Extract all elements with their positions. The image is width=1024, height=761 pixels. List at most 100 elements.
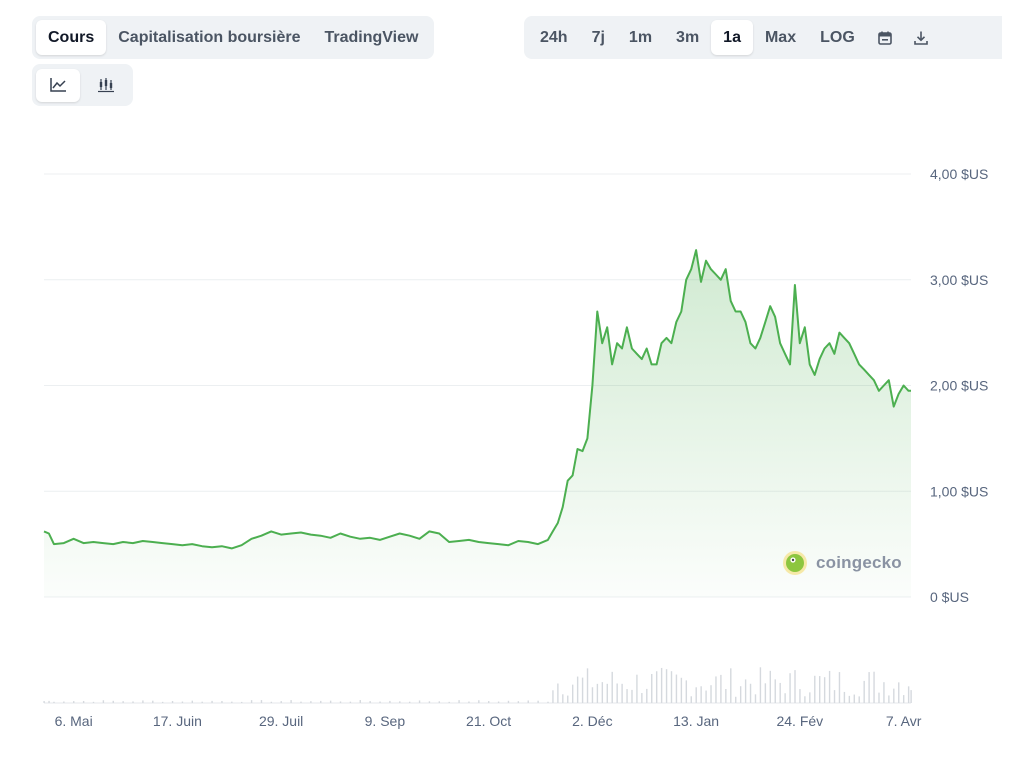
- volume-bar: [389, 700, 391, 703]
- volume-bar: [725, 688, 727, 703]
- volume-bar: [517, 701, 520, 703]
- volume-bar: [448, 701, 450, 703]
- volume-bar: [399, 701, 401, 703]
- volume-bar: [418, 700, 421, 703]
- volume-bar: [438, 701, 441, 703]
- volume-bar: [221, 701, 223, 703]
- volume-bar: [527, 700, 529, 703]
- volume-bar: [898, 682, 900, 703]
- volume-bar: [660, 667, 663, 703]
- tab-price[interactable]: Cours: [36, 20, 107, 55]
- volume-bar: [710, 685, 712, 703]
- x-tick-label: 7. Avr: [886, 713, 922, 729]
- volume-bar: [82, 700, 85, 703]
- volume-bar: [181, 701, 184, 703]
- volume-bar: [651, 674, 653, 703]
- volume-bar: [646, 688, 648, 703]
- volume-bar: [809, 692, 811, 703]
- volume-bar: [586, 668, 589, 703]
- x-tick-label: 2. Déc: [572, 713, 612, 729]
- volume-bar: [581, 677, 584, 703]
- volume-bar: [799, 689, 801, 703]
- volume-bar: [428, 701, 431, 703]
- volume-bar: [685, 680, 688, 703]
- volume-bar: [310, 701, 312, 703]
- volume-bar: [735, 696, 737, 703]
- tab-market-cap[interactable]: Capitalisation boursière: [118, 29, 301, 46]
- candlestick-chart-button[interactable]: [84, 69, 128, 102]
- volume-bar: [621, 683, 623, 703]
- volume-bar: [700, 686, 702, 703]
- download-button[interactable]: [903, 20, 939, 55]
- volume-bar: [814, 675, 816, 703]
- volume-bar: [774, 679, 776, 703]
- x-tick-label: 6. Mai: [55, 713, 93, 729]
- line-chart-button[interactable]: [36, 68, 80, 102]
- line-chart-icon: [50, 78, 66, 92]
- volume-bar: [102, 700, 105, 703]
- calendar-button[interactable]: [867, 20, 903, 55]
- volume-bar: [596, 683, 599, 703]
- range-selector: 24h 7j 1m 3m 1a Max LOG: [524, 16, 1002, 59]
- volume-bar: [537, 700, 539, 703]
- range-1y-button[interactable]: 1a: [711, 20, 753, 55]
- volume-bar: [789, 673, 791, 703]
- volume-bar: [557, 683, 559, 703]
- volume-bar: [329, 700, 332, 703]
- tab-tradingview[interactable]: TradingView: [324, 29, 419, 46]
- volume-bar: [112, 700, 114, 703]
- volume-bar: [92, 701, 95, 703]
- volume-bar: [349, 701, 352, 703]
- volume-bar: [893, 688, 895, 703]
- range-7d-button[interactable]: 7j: [591, 29, 605, 46]
- volume-bar: [833, 690, 836, 703]
- volume-bar: [191, 700, 194, 703]
- range-max-button[interactable]: Max: [764, 29, 797, 46]
- volume-bar: [680, 677, 683, 703]
- volume-bar: [369, 701, 371, 703]
- volume-bar: [171, 701, 174, 703]
- download-icon: [913, 31, 928, 45]
- volume-bar: [290, 700, 292, 703]
- volume-bar: [764, 683, 767, 703]
- volume-bar: [641, 693, 643, 703]
- volume-bar: [759, 667, 762, 703]
- volume-bar: [591, 687, 594, 703]
- volume-bar: [497, 701, 500, 703]
- volume-bar: [695, 687, 697, 703]
- range-24h-button[interactable]: 24h: [540, 29, 568, 46]
- volume-bar: [576, 676, 579, 703]
- volume-bar: [720, 674, 722, 703]
- volume-bar: [670, 671, 673, 703]
- volume-bar: [888, 695, 890, 703]
- volume-bar: [571, 684, 574, 703]
- volume-bar: [838, 672, 841, 703]
- volume-bar: [804, 696, 806, 703]
- volume-bar: [631, 689, 633, 703]
- volume-bar: [601, 682, 604, 703]
- volume-bar: [359, 700, 361, 703]
- y-tick-label: 2,00 $US: [930, 378, 988, 394]
- volume-bar: [636, 674, 638, 703]
- range-1m-button[interactable]: 1m: [628, 29, 653, 46]
- volume-bar: [784, 693, 786, 703]
- volume-bar: [873, 671, 875, 703]
- watermark-text: coingecko: [816, 553, 902, 572]
- log-scale-button[interactable]: LOG: [820, 29, 855, 46]
- x-tick-label: 17. Juin: [153, 713, 202, 729]
- volume-bar: [715, 676, 717, 703]
- range-3m-button[interactable]: 3m: [676, 29, 700, 46]
- x-tick-label: 24. Fév: [776, 713, 823, 729]
- calendar-icon: [877, 31, 892, 45]
- volume-bar: [488, 701, 490, 703]
- volume-bar: [379, 701, 381, 703]
- volume-bar: [675, 674, 678, 703]
- x-tick-label: 21. Oct: [466, 713, 511, 729]
- coingecko-watermark: coingecko: [782, 550, 902, 576]
- volume-bar: [853, 694, 855, 703]
- candlestick-chart-icon: [98, 78, 114, 93]
- volume-bar: [567, 695, 569, 703]
- x-tick-label: 29. Juil: [259, 713, 303, 729]
- volume-bar: [231, 701, 233, 703]
